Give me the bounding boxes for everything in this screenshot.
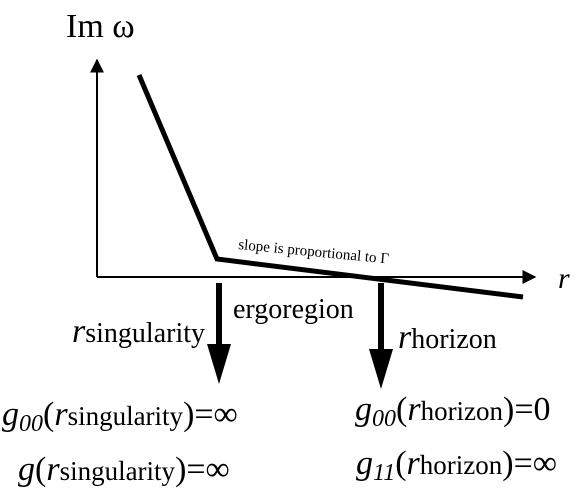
- r-horizon-label: rhorizon: [398, 319, 497, 356]
- r-singularity-label: rsingularity: [72, 313, 205, 350]
- x-axis-label: r: [558, 262, 570, 295]
- singularity-arrow-head: [207, 344, 231, 384]
- eq-g00-horizon: g00(rhorizon)=0: [355, 391, 551, 432]
- horizon-arrow-head: [369, 349, 393, 389]
- eq-g-singularity: g(rsingularity)=∞: [18, 451, 230, 488]
- eq-g00-singularity: g00(rsingularity)=∞: [2, 396, 238, 437]
- eq-g11-horizon: g11(rhorizon)=∞: [356, 445, 557, 486]
- ergoregion-label: ergoregion: [233, 294, 354, 325]
- im-omega-curve: [136, 74, 524, 300]
- y-axis-label: Im ω: [66, 8, 135, 45]
